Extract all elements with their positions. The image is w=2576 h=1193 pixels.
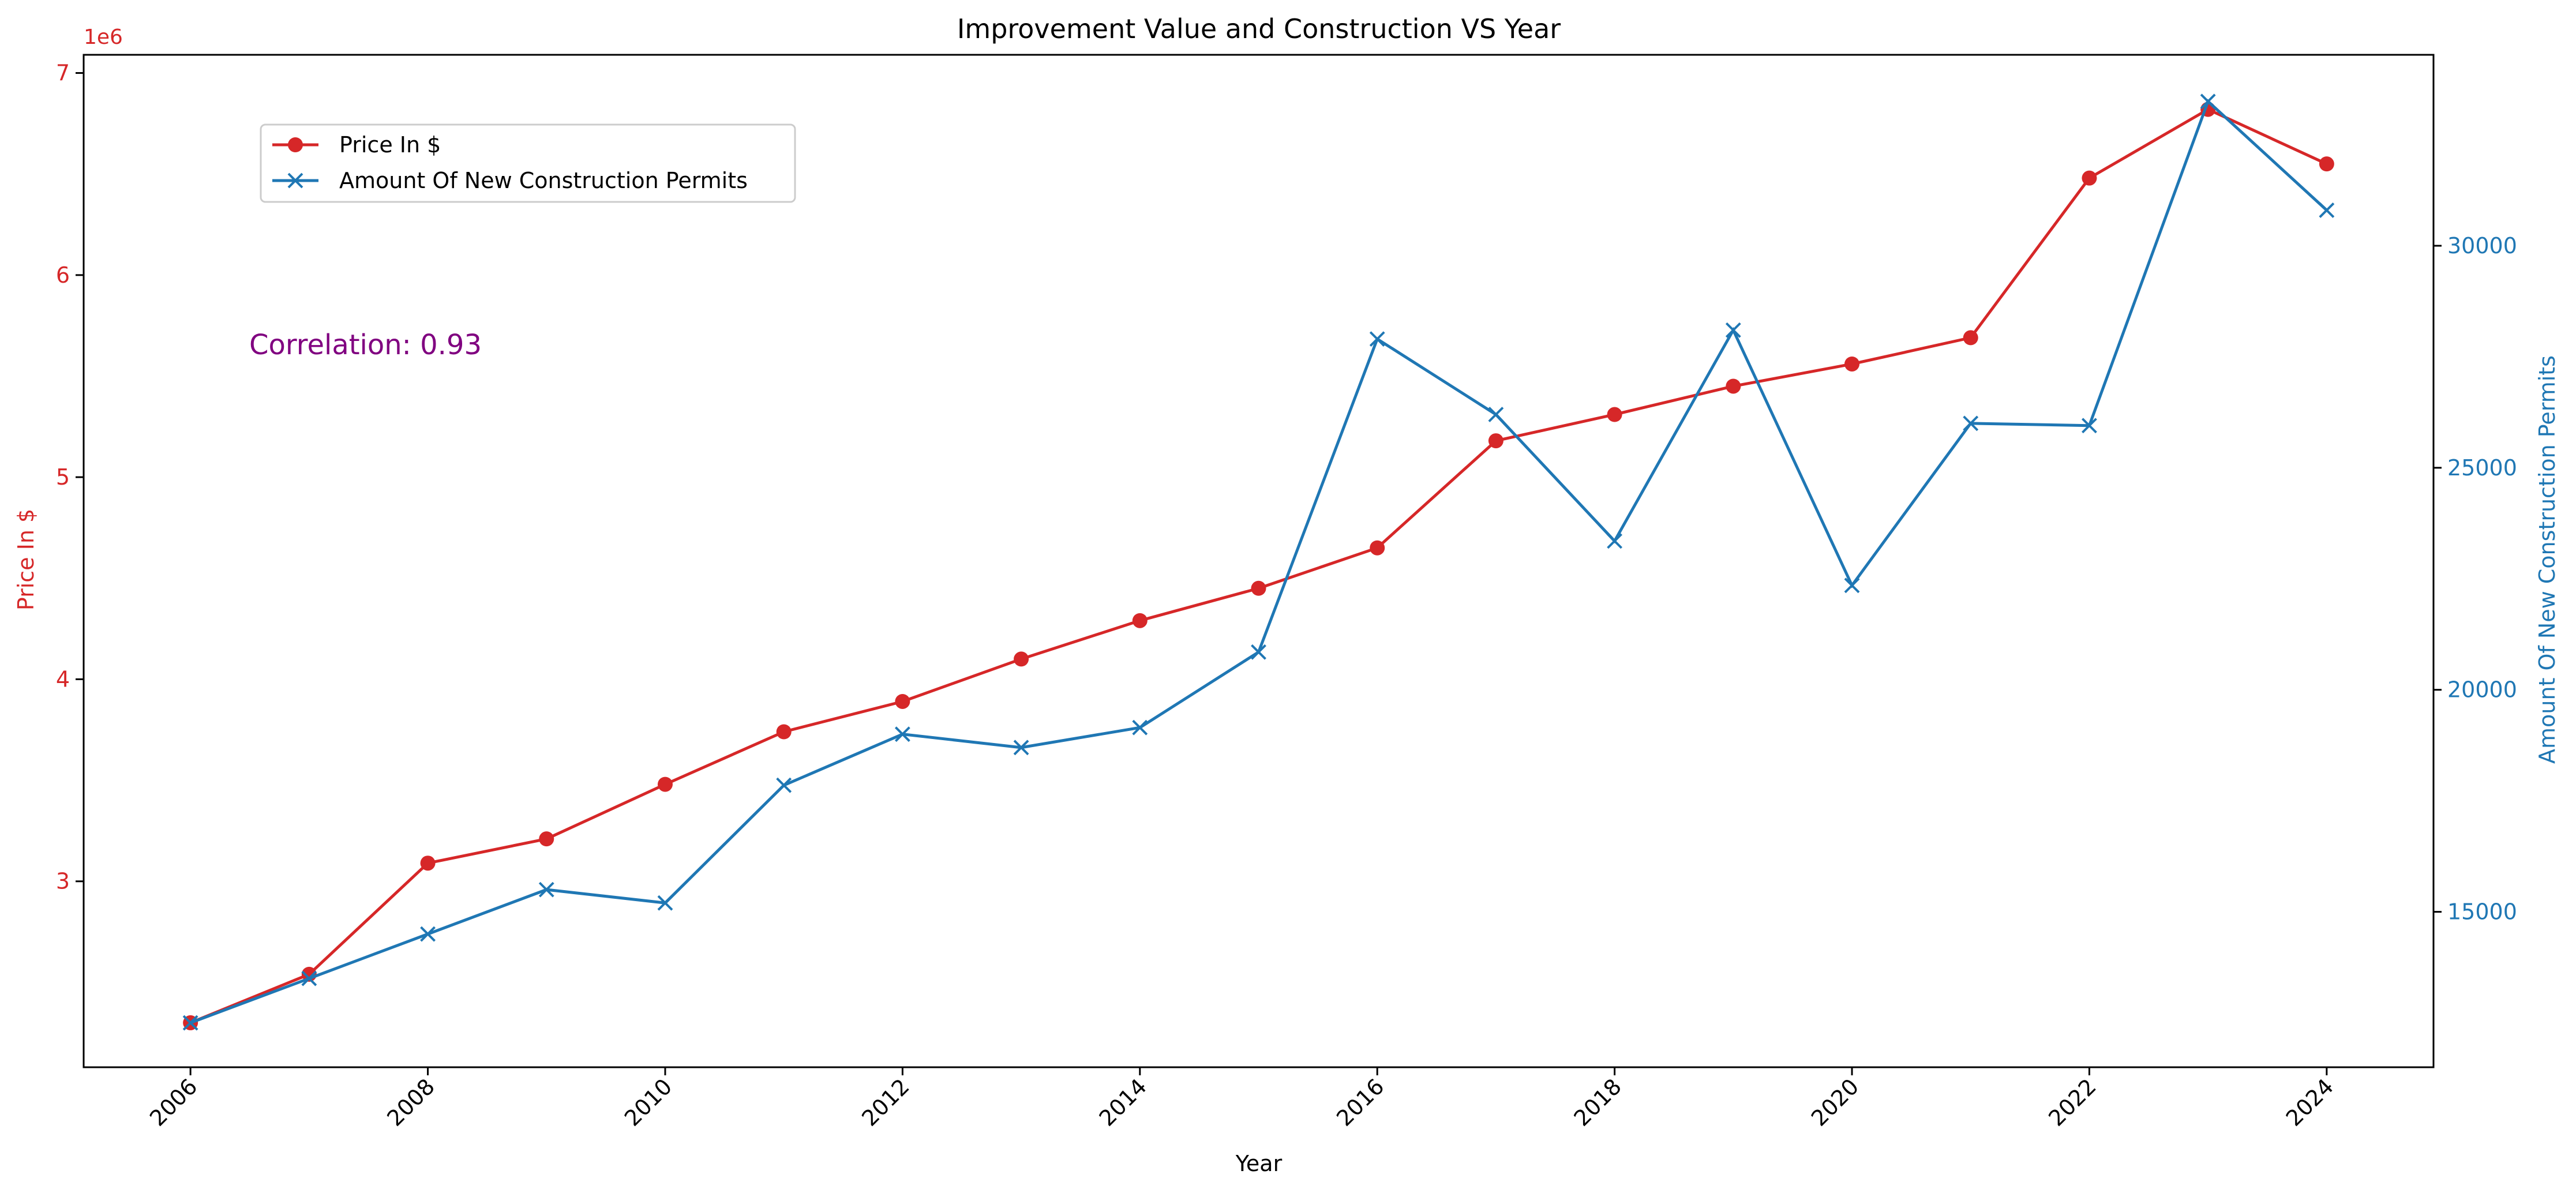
permits-point-2018 (1607, 533, 1623, 549)
legend-box (260, 123, 796, 203)
x-tick-label: 2018 (1569, 1074, 1626, 1131)
y-left-tick-label: 3 (56, 869, 70, 894)
plot-frame (83, 54, 2435, 1068)
y-axis-left-label: Price In $ (13, 509, 39, 610)
permits-point-2006 (182, 1015, 198, 1031)
plot-marks: 2006 2008 2010 2012 2014 2016 2018 2020 2022 2024… (56, 61, 2517, 1131)
series-line-1 (190, 99, 2328, 1025)
permits-point-2022 (2082, 418, 2097, 434)
y-right-tick-label: 25000 (2447, 455, 2517, 481)
y-left-tick-label: 5 (56, 464, 70, 490)
price-point-2018 (1607, 407, 1622, 422)
price-point-2016 (1370, 540, 1385, 556)
y-left-tick-label: 6 (56, 262, 70, 288)
permits-point-2016 (1369, 331, 1385, 347)
legend-label-price: Price In $ (339, 132, 441, 157)
price-point-2021 (1963, 330, 1978, 346)
price-point-2015 (1251, 580, 1266, 596)
permits-point-2020 (1844, 577, 1860, 594)
permits-point-2021 (1963, 415, 1979, 432)
permits-point-2007 (301, 970, 317, 986)
series-line-0 (190, 107, 2327, 1025)
legend: Price In $ Amount Of New Construction Pe… (260, 123, 796, 203)
price-point-2013 (1014, 651, 1029, 667)
price-point-2012 (895, 693, 910, 709)
y-left-tick-label: 4 (56, 666, 70, 692)
y-right-tick-label: 30000 (2447, 233, 2517, 258)
permits-point-2019 (1725, 322, 1741, 338)
price-point-2008 (420, 856, 436, 871)
price-point-2019 (1726, 378, 1741, 394)
price-point-2020 (1844, 356, 1860, 372)
x-tick-label: 2006 (145, 1074, 203, 1131)
price-point-2022 (2082, 170, 2097, 186)
price-point-2024 (2319, 156, 2334, 172)
x-tick-label: 2024 (2281, 1074, 2339, 1131)
price-point-2014 (1132, 613, 1148, 628)
permits-point-2008 (420, 926, 436, 942)
permits-point-2009 (538, 881, 554, 898)
permits-point-2014 (1132, 719, 1148, 736)
legend-marker-price (288, 137, 303, 152)
y-axis-right-label: Amount Of New Construction Permits (2534, 355, 2560, 764)
x-tick-label: 2008 (382, 1074, 440, 1131)
x-tick-label: 2012 (857, 1074, 914, 1131)
permits-point-2015 (1251, 644, 1266, 660)
price-point-2017 (1488, 433, 1503, 449)
x-tick-label: 2020 (1806, 1074, 1864, 1131)
y-right-tick-label: 15000 (2447, 899, 2517, 925)
permits-point-2024 (2319, 202, 2335, 218)
y-right-tick-label: 20000 (2447, 677, 2517, 703)
permits-point-2013 (1013, 740, 1029, 756)
chart-title: Improvement Value and Construction VS Ye… (957, 13, 1561, 44)
permits-point-2017 (1488, 407, 1504, 422)
x-axis-label: Year (1235, 1151, 1283, 1176)
permits-point-2011 (776, 777, 792, 793)
correlation-annotation: Correlation: 0.93 (249, 329, 482, 361)
price-point-2010 (657, 776, 673, 792)
price-point-2011 (776, 724, 792, 740)
x-tick-label: 2016 (1332, 1074, 1389, 1131)
permits-point-2023 (2200, 93, 2216, 110)
y-axis-left-multiplier: 1e6 (84, 25, 123, 49)
x-tick-label: 2022 (2043, 1074, 2101, 1131)
legend-marker-permits (287, 172, 303, 189)
price-point-2009 (539, 831, 554, 847)
x-tick-label: 2010 (620, 1074, 677, 1131)
x-tick-label: 2014 (1094, 1074, 1152, 1131)
permits-point-2010 (657, 895, 673, 911)
permits-point-2012 (894, 726, 910, 742)
legend-label-permits: Amount Of New Construction Permits (339, 168, 748, 193)
y-left-tick-label: 7 (56, 61, 70, 86)
